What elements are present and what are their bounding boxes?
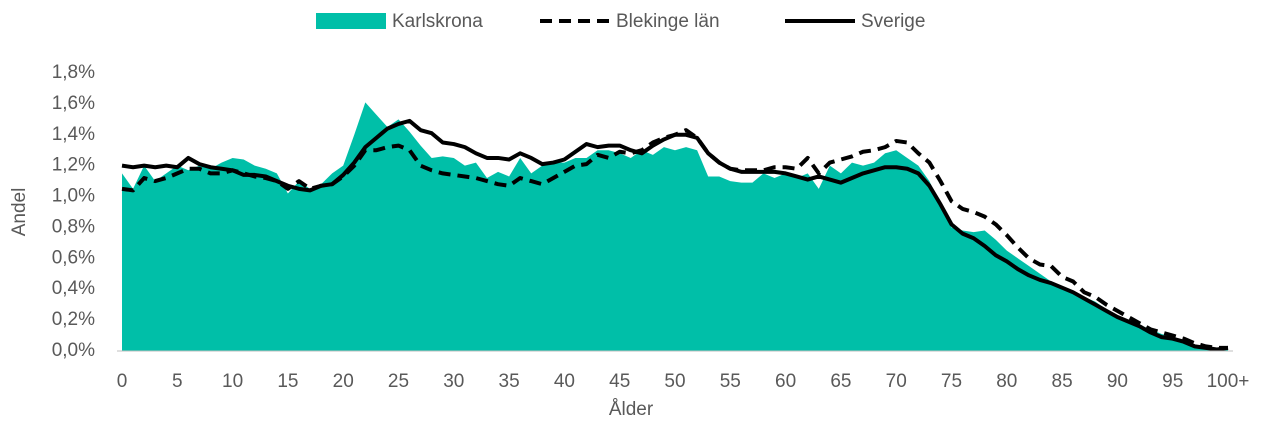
x-tick-label: 30 [443, 371, 464, 392]
x-tick-label: 20 [333, 371, 354, 392]
x-tick-label: 80 [996, 371, 1017, 392]
y-tick-label: 1,4% [52, 124, 95, 145]
y-tick-label: 1,8% [52, 62, 95, 83]
legend-swatch [316, 13, 386, 29]
x-tick-label: 85 [1052, 371, 1073, 392]
y-tick-label: 1,6% [52, 93, 95, 114]
x-tick-label: 35 [499, 371, 520, 392]
x-tick-label: 75 [941, 371, 962, 392]
x-tick-label: 25 [388, 371, 409, 392]
x-tick-label: 15 [277, 371, 298, 392]
y-tick-label: 1,2% [52, 155, 95, 176]
x-tick-label: 60 [775, 371, 796, 392]
x-tick-label: 55 [720, 371, 741, 392]
x-tick-label: 95 [1162, 371, 1183, 392]
y-tick-label: 0,2% [52, 309, 95, 330]
x-tick-label: 50 [664, 371, 685, 392]
x-tick-label: 5 [172, 371, 183, 392]
y-axis-title: Andel [9, 188, 30, 237]
x-tick-label: 45 [609, 371, 630, 392]
y-tick-label: 0,4% [52, 278, 95, 299]
y-tick-label: 1,0% [52, 186, 95, 207]
x-axis-title: Ålder [609, 399, 654, 420]
y-tick-label: 0,6% [52, 247, 95, 268]
x-tick-label: 65 [830, 371, 851, 392]
legend-label: Karlskrona [392, 11, 483, 32]
line [121, 118, 1229, 352]
y-tick-label: 0,8% [52, 216, 95, 237]
x-tick-label: 70 [886, 371, 907, 392]
x-tick-label: 90 [1107, 371, 1128, 392]
legend-label: Blekinge län [616, 11, 720, 32]
area [122, 102, 1228, 351]
y-tick-label: 0,0% [52, 340, 95, 361]
legend-label: Sverige [861, 11, 925, 32]
x-tick-label: 0 [117, 371, 128, 392]
x-tick-label: 10 [222, 371, 243, 392]
x-tick-label: 40 [554, 371, 575, 392]
x-tick-label: 100+ [1207, 371, 1250, 392]
